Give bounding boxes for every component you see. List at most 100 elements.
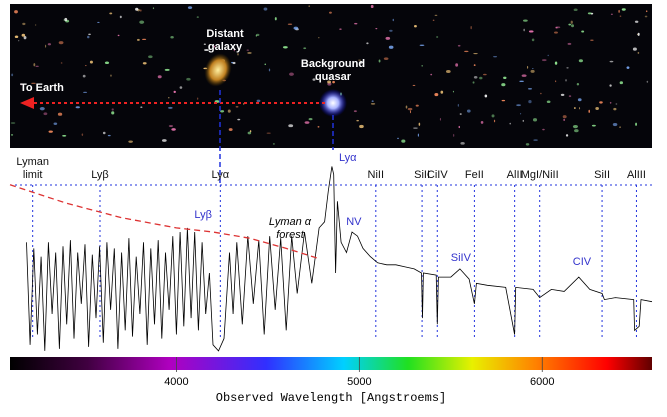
faint-galaxy <box>187 6 193 9</box>
faint-galaxy <box>576 82 580 86</box>
faint-galaxy <box>83 91 88 93</box>
faint-galaxy <box>370 4 374 9</box>
faint-galaxy <box>587 12 592 15</box>
faint-galaxy <box>388 45 394 49</box>
faint-galaxy <box>547 54 549 57</box>
faint-galaxy <box>501 99 506 102</box>
faint-galaxy <box>546 100 551 104</box>
faint-galaxy <box>626 66 630 69</box>
faint-galaxy <box>359 61 363 64</box>
emission-label: NV <box>346 216 362 228</box>
faint-galaxy <box>555 80 557 83</box>
faint-galaxy <box>288 124 294 128</box>
faint-galaxy <box>484 94 488 98</box>
faint-galaxy <box>439 117 441 121</box>
quasar-label: quasar <box>315 71 352 83</box>
faint-galaxy <box>436 36 439 38</box>
faint-galaxy <box>75 106 80 109</box>
faint-galaxy <box>247 52 252 54</box>
faint-galaxy <box>571 24 575 28</box>
faint-galaxy <box>473 64 476 67</box>
faint-galaxy <box>148 55 153 59</box>
faint-galaxy <box>11 73 14 77</box>
faint-galaxy <box>378 59 381 63</box>
faint-galaxy <box>401 139 406 143</box>
faint-galaxy <box>327 80 331 84</box>
faint-galaxy <box>82 74 86 78</box>
arrow-head <box>20 97 34 109</box>
faint-galaxy <box>60 62 63 64</box>
faint-galaxy <box>567 42 572 45</box>
faint-galaxy <box>540 92 542 95</box>
faint-galaxy <box>570 20 573 24</box>
faint-galaxy <box>577 98 582 102</box>
faint-galaxy <box>459 113 462 115</box>
faint-galaxy <box>613 107 617 111</box>
faint-galaxy <box>87 35 90 39</box>
faint-galaxy <box>14 10 18 14</box>
faint-galaxy <box>35 65 39 67</box>
faint-galaxy <box>621 8 626 11</box>
faint-galaxy <box>366 42 369 45</box>
faint-galaxy <box>445 70 451 73</box>
faint-galaxy <box>318 37 320 39</box>
faint-galaxy <box>619 126 621 128</box>
faint-galaxy <box>85 65 87 67</box>
distant-galaxy <box>204 53 232 87</box>
faint-galaxy <box>588 109 590 113</box>
faint-galaxy <box>595 106 599 110</box>
faint-galaxy <box>457 44 461 47</box>
faint-galaxy <box>421 65 423 67</box>
earth-label: To Earth <box>20 82 64 94</box>
faint-galaxy <box>541 59 547 62</box>
faint-galaxy <box>455 63 459 67</box>
faint-galaxy <box>136 38 140 41</box>
faint-galaxy <box>414 24 417 28</box>
faint-galaxy <box>140 106 143 108</box>
faint-galaxy <box>21 33 26 37</box>
faint-galaxy <box>562 115 567 119</box>
faint-galaxy <box>247 131 252 135</box>
faint-galaxy <box>359 124 364 129</box>
absorption-label: NiII <box>368 169 385 181</box>
faint-galaxy <box>107 134 111 137</box>
faint-galaxy <box>503 76 507 79</box>
faint-galaxy <box>33 63 36 67</box>
faint-galaxy <box>554 61 558 65</box>
faint-galaxy <box>266 132 271 134</box>
faint-galaxy <box>464 50 469 53</box>
faint-galaxy <box>249 130 252 133</box>
faint-galaxy <box>457 103 459 107</box>
faint-galaxy <box>62 134 67 137</box>
sky-image <box>10 4 652 148</box>
faint-galaxy <box>329 11 332 14</box>
absorption-label: MgI/NiII <box>521 169 559 181</box>
faint-galaxy <box>482 73 487 76</box>
faint-galaxy <box>287 23 293 25</box>
faint-galaxy <box>618 9 620 13</box>
faint-galaxy <box>532 118 538 122</box>
faint-galaxy <box>43 112 48 116</box>
faint-galaxy <box>29 88 32 91</box>
faint-galaxy <box>523 28 525 32</box>
faint-galaxy <box>453 133 455 137</box>
faint-galaxy <box>619 81 623 85</box>
absorption-label: limit <box>23 169 43 181</box>
faint-galaxy <box>644 15 648 18</box>
faint-galaxy <box>460 142 465 145</box>
faint-galaxy <box>612 122 618 127</box>
faint-galaxy <box>434 14 438 16</box>
faint-galaxy <box>579 107 581 110</box>
faint-galaxy <box>591 124 596 127</box>
background-galaxies <box>10 4 649 146</box>
faint-galaxy <box>610 13 613 15</box>
faint-galaxy <box>111 108 114 111</box>
faint-galaxy <box>142 38 147 40</box>
absorption-label: Lyman <box>16 156 49 168</box>
faint-galaxy <box>573 8 578 12</box>
quasar-label: Background <box>301 58 365 70</box>
faint-galaxy <box>565 79 567 82</box>
faint-galaxy <box>246 49 250 51</box>
faint-galaxy <box>646 80 649 83</box>
forest-label: forest <box>276 229 304 241</box>
